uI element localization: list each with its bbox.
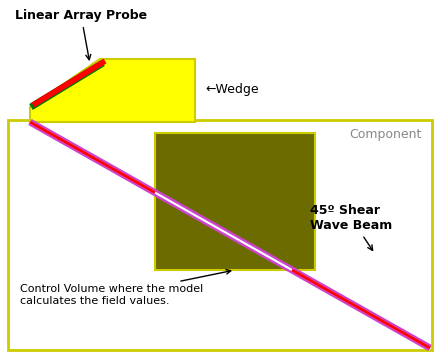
Text: ←Wedge: ←Wedge [205,83,259,95]
Text: Component: Component [350,128,422,141]
Bar [8,120,432,350]
Text: Linear Array Probe: Linear Array Probe [15,9,147,60]
Bar [155,133,315,270]
Text: Control Volume where the model
calculates the field values.: Control Volume where the model calculate… [20,270,231,306]
Polygon shape [30,59,195,122]
Text: 45º Shear
Wave Beam: 45º Shear Wave Beam [310,204,392,250]
